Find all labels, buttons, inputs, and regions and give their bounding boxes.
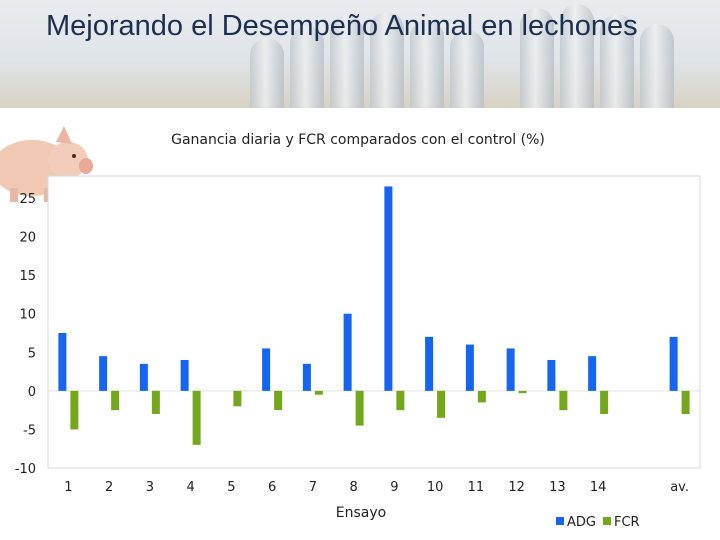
x-axis-label: Ensayo — [336, 505, 386, 521]
bar-fcr — [396, 390, 405, 411]
bar-adg — [262, 348, 271, 391]
bar-fcr — [437, 390, 446, 418]
legend-swatch-fcr — [603, 517, 611, 525]
bar-adg — [139, 363, 148, 391]
bar-fcr — [600, 390, 609, 414]
x-tick-label: 3 — [146, 480, 154, 495]
bar-fcr — [274, 390, 283, 411]
x-tick-label: 4 — [186, 480, 194, 495]
bar-fcr — [355, 390, 364, 426]
x-tick-label: 2 — [105, 480, 113, 495]
x-tick-label: 6 — [268, 480, 276, 495]
bar-fcr — [314, 390, 323, 395]
bar-fcr — [477, 390, 486, 403]
y-tick-label: 10 — [19, 308, 36, 323]
x-tick-label: 11 — [468, 480, 485, 495]
x-tick-label: 5 — [227, 480, 235, 495]
x-tick-label: 10 — [427, 480, 444, 495]
legend-swatch-adg — [556, 517, 564, 525]
bars — [58, 186, 690, 445]
plot-area — [47, 175, 701, 469]
bar-adg — [99, 356, 108, 391]
y-axis-ticks: 25 20 15 10 5 0 -5 -10 — [15, 192, 36, 477]
x-tick-label: 7 — [309, 480, 317, 495]
y-tick-label: 0 — [28, 385, 36, 400]
legend-label-fcr: FCR — [614, 515, 640, 530]
bar-fcr — [681, 390, 690, 414]
bar-fcr — [233, 390, 242, 407]
x-tick-label: 1 — [64, 480, 72, 495]
y-tick-label: -5 — [23, 423, 36, 438]
y-tick-label: 20 — [19, 231, 36, 246]
bar-adg — [180, 360, 189, 391]
bar-adg — [425, 336, 434, 391]
bar-adg — [343, 313, 352, 391]
chart-title: Ganancia diaria y FCR comparados con el … — [171, 132, 545, 148]
bar-adg — [547, 360, 556, 391]
y-tick-label: 5 — [28, 346, 36, 361]
bar-adg — [588, 356, 597, 391]
y-tick-label: 15 — [19, 269, 36, 284]
bar-fcr — [192, 390, 201, 445]
x-tick-label: 8 — [349, 480, 357, 495]
x-tick-label: 14 — [590, 480, 607, 495]
y-tick-label: 25 — [19, 192, 36, 207]
header-banner-image — [0, 0, 720, 108]
x-tick-label: 9 — [390, 480, 398, 495]
bar-adg — [302, 363, 311, 391]
x-tick-label: 13 — [549, 480, 566, 495]
bar-fcr — [70, 390, 79, 430]
bar-fcr — [559, 390, 568, 411]
x-axis-ticks: 1 2 3 4 5 6 7 8 9 10 11 12 13 14 av. — [64, 480, 689, 495]
legend-label-adg: ADG — [567, 515, 596, 530]
slide-title: Mejorando el Desempeño Animal en lechone… — [46, 10, 638, 42]
bar-fcr — [518, 390, 527, 394]
bar-adg — [465, 344, 474, 391]
x-tick-label: av. — [670, 480, 689, 495]
bar-fcr — [151, 390, 160, 414]
bar-adg — [506, 348, 515, 391]
bar-adg — [58, 333, 67, 391]
x-tick-label: 12 — [508, 480, 525, 495]
legend: ADG FCR — [556, 515, 640, 530]
y-tick-label: -10 — [15, 462, 36, 477]
bar-adg — [384, 186, 393, 391]
bar-adg — [669, 336, 678, 391]
bar-fcr — [111, 390, 120, 411]
